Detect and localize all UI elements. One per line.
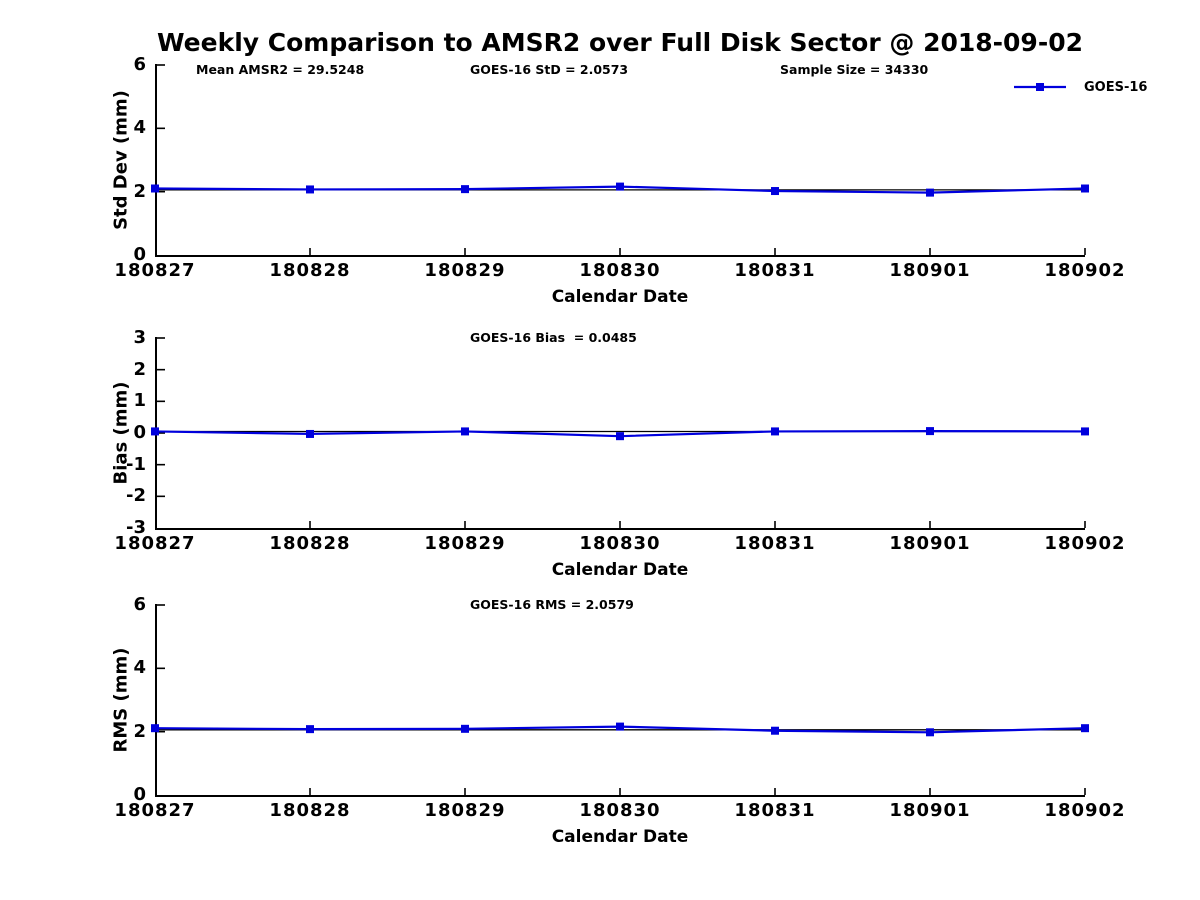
data-marker — [771, 726, 779, 735]
data-marker — [461, 724, 469, 733]
data-marker — [1081, 427, 1089, 436]
x-tick-label: 180831 — [734, 800, 816, 821]
y-tick-label: 6 — [133, 54, 146, 75]
x-tick-label: 180901 — [889, 800, 971, 821]
y-tick-label: 2 — [133, 720, 146, 742]
x-tick-label: 180827 — [114, 533, 196, 554]
axis-spine — [155, 604, 1085, 797]
y-tick-label: 1 — [133, 390, 146, 412]
data-marker — [926, 188, 934, 197]
data-marker — [1081, 724, 1089, 733]
axis-spine — [155, 64, 1085, 257]
x-tick-label: 180828 — [269, 260, 351, 281]
subplot-annotation: GOES-16 Bias = 0.0485 — [470, 330, 637, 345]
x-tick-label: 180829 — [424, 260, 506, 281]
figure-title: Weekly Comparison to AMSR2 over Full Dis… — [156, 28, 1083, 57]
data-marker — [306, 429, 314, 438]
y-tick-label: -1 — [126, 453, 146, 475]
x-tick-label: 180828 — [269, 533, 351, 554]
x-tick-label: 180829 — [424, 533, 506, 554]
x-tick-label: 180901 — [889, 533, 971, 554]
y-tick-label: -2 — [126, 485, 146, 507]
data-marker — [616, 432, 624, 441]
x-tick-label: 180829 — [424, 800, 506, 821]
x-tick-label: 180902 — [1044, 533, 1126, 554]
y-tick-label: 0 — [133, 244, 146, 265]
y-tick-label: 0 — [133, 422, 146, 443]
data-marker — [926, 427, 934, 436]
y-tick-label: 6 — [133, 594, 146, 615]
y-tick-label: 2 — [133, 180, 146, 202]
y-tick-label: 2 — [133, 358, 146, 380]
x-tick-label: 180830 — [579, 800, 661, 821]
data-marker — [1081, 184, 1089, 193]
data-marker — [771, 187, 779, 196]
x-tick-label: 180831 — [734, 533, 816, 554]
data-marker — [616, 722, 624, 731]
y-axis-label: RMS (mm) — [110, 647, 132, 753]
x-axis-label: Calendar Date — [551, 827, 689, 847]
subplot-annotation: GOES-16 RMS = 2.0579 — [470, 597, 634, 612]
x-tick-label: 180827 — [114, 800, 196, 821]
data-marker — [151, 184, 159, 193]
x-tick-label: 180901 — [889, 260, 971, 281]
y-axis-label: Std Dev (mm) — [110, 90, 132, 230]
data-marker — [306, 725, 314, 734]
y-tick-label: 0 — [133, 784, 146, 805]
x-tick-label: 180830 — [579, 260, 661, 281]
axis-spine — [155, 337, 1085, 530]
x-axis-label: Calendar Date — [551, 287, 689, 307]
x-tick-label: 180902 — [1044, 800, 1126, 821]
x-tick-label: 180827 — [114, 260, 196, 281]
data-marker — [306, 185, 314, 194]
data-marker — [926, 728, 934, 737]
subplot-annotation: GOES-16 StD = 2.0573 — [470, 62, 629, 77]
data-marker — [151, 427, 159, 436]
subplot-rms — [151, 604, 1089, 797]
legend-label: GOES-16 — [1084, 79, 1148, 95]
data-marker — [151, 724, 159, 733]
subplot-annotation: Sample Size = 34330 — [780, 62, 929, 77]
subplot-annotation: Mean AMSR2 = 29.5248 — [196, 62, 365, 77]
y-tick-label: 4 — [133, 657, 146, 679]
legend: GOES-16 — [1012, 77, 1147, 97]
subplot-bias — [151, 337, 1089, 530]
y-tick-label: -3 — [126, 517, 146, 538]
data-marker — [616, 182, 624, 191]
data-marker — [771, 427, 779, 436]
data-marker — [461, 427, 469, 436]
legend-line-sample-icon — [1014, 83, 1066, 91]
y-tick-label: 3 — [133, 327, 146, 348]
subplot-std-dev — [151, 64, 1089, 257]
y-axis-label: Bias (mm) — [110, 381, 132, 485]
y-tick-label: 4 — [133, 117, 146, 139]
x-tick-label: 180830 — [579, 533, 661, 554]
x-tick-label: 180828 — [269, 800, 351, 821]
x-tick-label: 180831 — [734, 260, 816, 281]
x-axis-label: Calendar Date — [551, 560, 689, 580]
x-tick-label: 180902 — [1044, 260, 1126, 281]
data-marker — [461, 185, 469, 194]
